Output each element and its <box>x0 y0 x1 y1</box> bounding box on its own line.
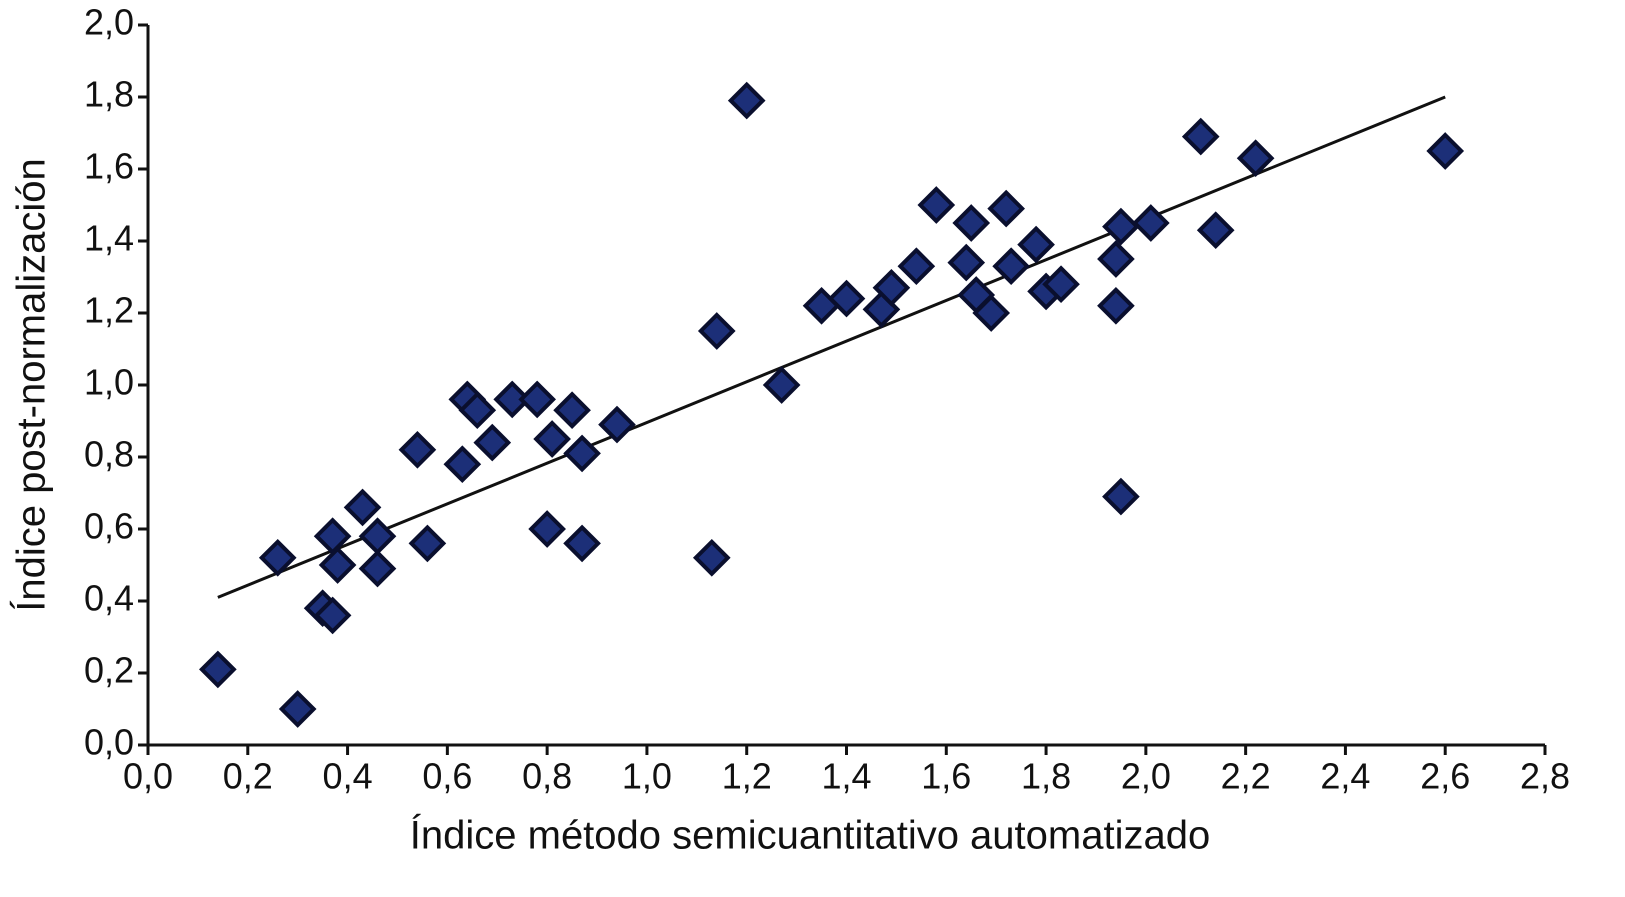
x-tick-label: 0,0 <box>123 756 173 797</box>
x-tick-label: 2,8 <box>1520 756 1570 797</box>
x-tick-label: 2,6 <box>1420 756 1470 797</box>
point <box>987 189 1025 228</box>
point <box>1042 265 1080 304</box>
point <box>1181 117 1220 156</box>
point <box>443 445 482 484</box>
y-tick-label: 1,8 <box>84 74 134 115</box>
point <box>553 391 591 430</box>
point <box>1132 204 1170 242</box>
point <box>827 279 866 318</box>
x-tick-label: 0,2 <box>223 756 273 797</box>
point <box>1236 139 1275 178</box>
x-tick-label: 1,4 <box>821 756 871 797</box>
point <box>528 510 566 548</box>
point <box>278 690 317 728</box>
x-tick-label: 1,2 <box>722 756 772 797</box>
y-axis-title: Índice post-normalización <box>9 158 54 612</box>
y-tick-label: 0,8 <box>84 434 134 475</box>
point <box>1097 286 1135 325</box>
point <box>563 524 601 563</box>
point <box>872 268 911 307</box>
trend-line <box>217 95 1446 599</box>
point <box>358 549 397 588</box>
point <box>1097 240 1135 278</box>
y-tick-label: 1,0 <box>84 362 134 403</box>
x-tick-label: 2,4 <box>1320 756 1370 797</box>
point <box>697 312 736 350</box>
point <box>318 546 357 584</box>
point <box>1426 132 1465 170</box>
point <box>199 650 237 689</box>
point <box>533 420 571 458</box>
y-tick-label: 0,4 <box>84 578 134 619</box>
point <box>398 430 437 469</box>
x-tick-label: 1,0 <box>622 756 672 797</box>
x-tick-label: 1,6 <box>921 756 971 797</box>
point <box>1017 225 1055 264</box>
point <box>692 538 731 577</box>
x-tick-label: 0,8 <box>522 756 572 797</box>
x-tick-label: 0,4 <box>323 756 373 797</box>
point <box>518 380 556 419</box>
point <box>762 366 801 404</box>
point <box>952 204 991 242</box>
point <box>358 517 397 556</box>
point <box>947 243 986 282</box>
point <box>1102 477 1140 516</box>
point <box>493 380 532 419</box>
point <box>598 405 636 444</box>
point <box>1196 211 1235 250</box>
point <box>408 524 447 563</box>
point <box>1102 207 1140 246</box>
y-tick-label: 1,4 <box>84 218 134 259</box>
x-tick-label: 1,8 <box>1021 756 1071 797</box>
y-tick-label: 1,2 <box>84 290 134 331</box>
y-tick-label: 0,2 <box>84 650 134 691</box>
point <box>972 294 1011 332</box>
y-tick-label: 0,6 <box>84 506 134 547</box>
x-tick-label: 2,0 <box>1121 756 1171 797</box>
x-axis-title: Índice método semicuantitativo automatiz… <box>410 813 1210 858</box>
point <box>992 247 1030 286</box>
x-tick-label: 0,6 <box>422 756 472 797</box>
x-tick-label: 2,2 <box>1221 756 1271 797</box>
point <box>343 488 382 527</box>
point <box>258 538 297 577</box>
point <box>897 247 936 286</box>
y-tick-label: 0,0 <box>84 722 134 763</box>
point <box>727 81 766 120</box>
point <box>313 596 352 635</box>
point <box>458 391 497 430</box>
point <box>917 186 956 224</box>
point <box>563 434 601 473</box>
point <box>473 423 512 462</box>
y-tick-label: 2,0 <box>84 2 134 43</box>
y-tick-label: 1,6 <box>84 146 134 187</box>
